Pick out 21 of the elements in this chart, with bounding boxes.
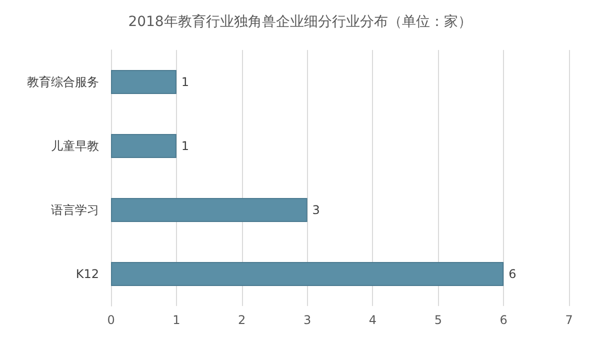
x-tick-label: 2 xyxy=(238,313,246,327)
bar xyxy=(111,70,176,94)
chart-title: 2018年教育行业独角兽企业细分行业分布（单位：家） xyxy=(128,13,472,30)
y-tick-label: 语言学习 xyxy=(51,203,99,217)
bar xyxy=(111,198,308,222)
x-tick-label: 4 xyxy=(368,313,377,327)
x-tick-label: 6 xyxy=(500,313,508,327)
y-tick-label: 儿童早教 xyxy=(51,139,99,153)
data-label: 1 xyxy=(181,139,190,153)
x-tick-label: 1 xyxy=(172,313,180,327)
x-tick-label: 7 xyxy=(565,313,573,327)
data-label: 6 xyxy=(508,267,516,281)
bar xyxy=(111,262,504,286)
x-tick-label: 0 xyxy=(107,313,115,327)
data-label: 3 xyxy=(312,203,320,217)
x-tick-label: 3 xyxy=(303,313,312,327)
bar xyxy=(111,134,176,158)
y-tick-label: K12 xyxy=(76,267,99,281)
y-tick-label: 教育综合服务 xyxy=(27,75,99,89)
data-label: 1 xyxy=(181,75,190,89)
x-tick-label: 5 xyxy=(434,313,442,327)
